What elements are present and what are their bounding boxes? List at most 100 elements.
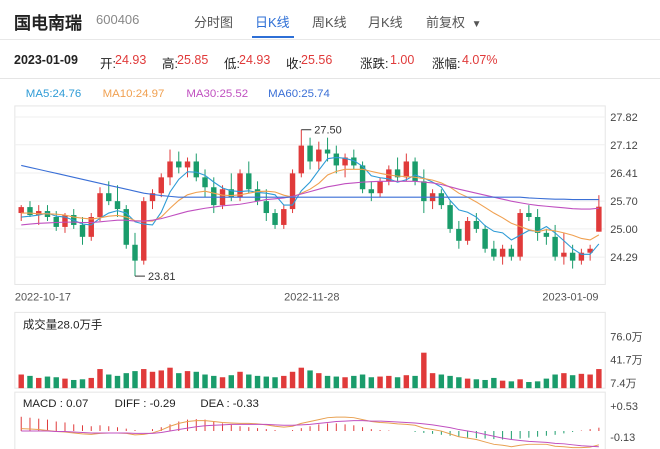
macd-legend: MACD : 0.07 [23, 398, 89, 410]
tab-weekly-k[interactable]: 周K线 [312, 15, 347, 30]
volume-bar [316, 373, 322, 389]
candle-down [552, 236, 558, 257]
volume-bar [167, 367, 173, 389]
volume-bar [377, 376, 383, 389]
quote-date: 2023-01-09 [14, 53, 78, 67]
price-tick-label: 25.70 [610, 196, 637, 208]
volume-bar [289, 371, 296, 389]
volume-tick-label: 7.4万 [610, 378, 636, 390]
price-tick-label: 27.12 [610, 140, 637, 152]
volume-bar [176, 373, 182, 389]
diff-line [21, 416, 599, 449]
candle-up [149, 193, 156, 202]
candle-down [421, 181, 427, 202]
candle-down [412, 161, 418, 182]
candle-down [211, 187, 217, 206]
x-label-end: 2023-01-09 [542, 291, 598, 303]
volume-bar [491, 377, 497, 389]
candle-up [18, 207, 24, 214]
open-label: 开: [100, 57, 116, 71]
ma10-line [21, 168, 600, 241]
candle-up [403, 161, 410, 178]
candle-down [526, 213, 532, 218]
candle-up [342, 157, 348, 166]
open-value: 24.93 [115, 53, 147, 67]
volume-bar [412, 375, 418, 389]
candle-down [324, 149, 331, 154]
high-label: 高: [162, 57, 178, 71]
volume-bar [158, 370, 164, 389]
tab-intraday[interactable]: 分时图 [194, 15, 234, 30]
candle-down [473, 220, 480, 229]
volume-bar [324, 375, 331, 389]
volume-tick-label: 41.7万 [610, 355, 642, 367]
volume-bar [596, 369, 602, 389]
volume-bar [298, 367, 305, 389]
volume-bar [272, 377, 278, 389]
pct-value: 4.07% [462, 53, 498, 67]
price-axis: 27.82 27.12 26.41 25.70 25.00 24.29 [610, 112, 637, 264]
candle-up [237, 173, 243, 198]
kline-chart[interactable]: 27.82 27.12 26.41 25.70 25.00 24.29 MA5:24.76… [0, 78, 660, 449]
volume-bar [53, 377, 59, 389]
candle-up [184, 161, 191, 168]
volume-bar [106, 374, 112, 389]
volume-bar [351, 375, 357, 389]
candle-down [176, 161, 182, 168]
candle-down [359, 165, 366, 190]
active-tab-underline [252, 36, 294, 38]
volume-bar [79, 379, 86, 389]
diff-legend: DIFF : -0.29 [115, 398, 176, 410]
close-value: 25.56 [301, 53, 333, 67]
volume-bar [254, 375, 261, 389]
volume-bar [202, 374, 208, 389]
volume-bar [342, 377, 348, 389]
candle-down [202, 177, 208, 188]
macd-panel-frame [14, 391, 606, 449]
candle-down [254, 189, 261, 202]
candle-down [246, 173, 252, 190]
candle-down [114, 201, 121, 210]
ma60-line [21, 164, 599, 201]
volume-bar [359, 374, 366, 389]
volume-bar [211, 375, 217, 389]
high-annotation: 27.50 [314, 125, 341, 137]
volume-bar [114, 375, 121, 389]
macd-plot [20, 416, 600, 449]
candle-down [491, 248, 497, 257]
price-tick-label: 24.29 [610, 252, 637, 264]
volume-bar [403, 375, 410, 389]
price-tick-label: 26.41 [610, 168, 637, 180]
volume-bar [499, 380, 506, 389]
candle-up [36, 211, 42, 216]
x-label-start: 2022-10-17 [15, 291, 71, 303]
candle-up [88, 217, 94, 237]
volume-bar [456, 377, 462, 389]
fuquan-dropdown[interactable]: 前复权 ▼ [426, 12, 482, 31]
volume-bar [246, 374, 252, 389]
candle-down [123, 209, 129, 245]
volume-bar [569, 375, 576, 389]
candle-down [438, 193, 445, 206]
volume-bar [184, 371, 191, 389]
tab-monthly-k[interactable]: 月K线 [368, 15, 403, 30]
tab-daily-k[interactable]: 日K线 [255, 15, 290, 30]
candle-up [499, 248, 506, 257]
candles [18, 129, 602, 277]
volume-bar [18, 374, 24, 389]
price-tick-label: 27.82 [610, 112, 637, 124]
ma5-legend: MA5:24.76 [26, 88, 81, 100]
candle-up [561, 252, 567, 257]
volume-bar [386, 375, 392, 389]
candle-up [62, 215, 68, 227]
high-value: 25.85 [177, 53, 209, 67]
candle-up [464, 220, 471, 241]
volume-bar [36, 377, 42, 389]
volume-bar [587, 374, 593, 389]
candle-down [394, 169, 401, 178]
ma30-line [21, 180, 599, 226]
candle-up [289, 173, 296, 210]
candle-up [281, 209, 287, 225]
candle-down [79, 224, 86, 237]
low-value: 24.93 [239, 53, 271, 67]
